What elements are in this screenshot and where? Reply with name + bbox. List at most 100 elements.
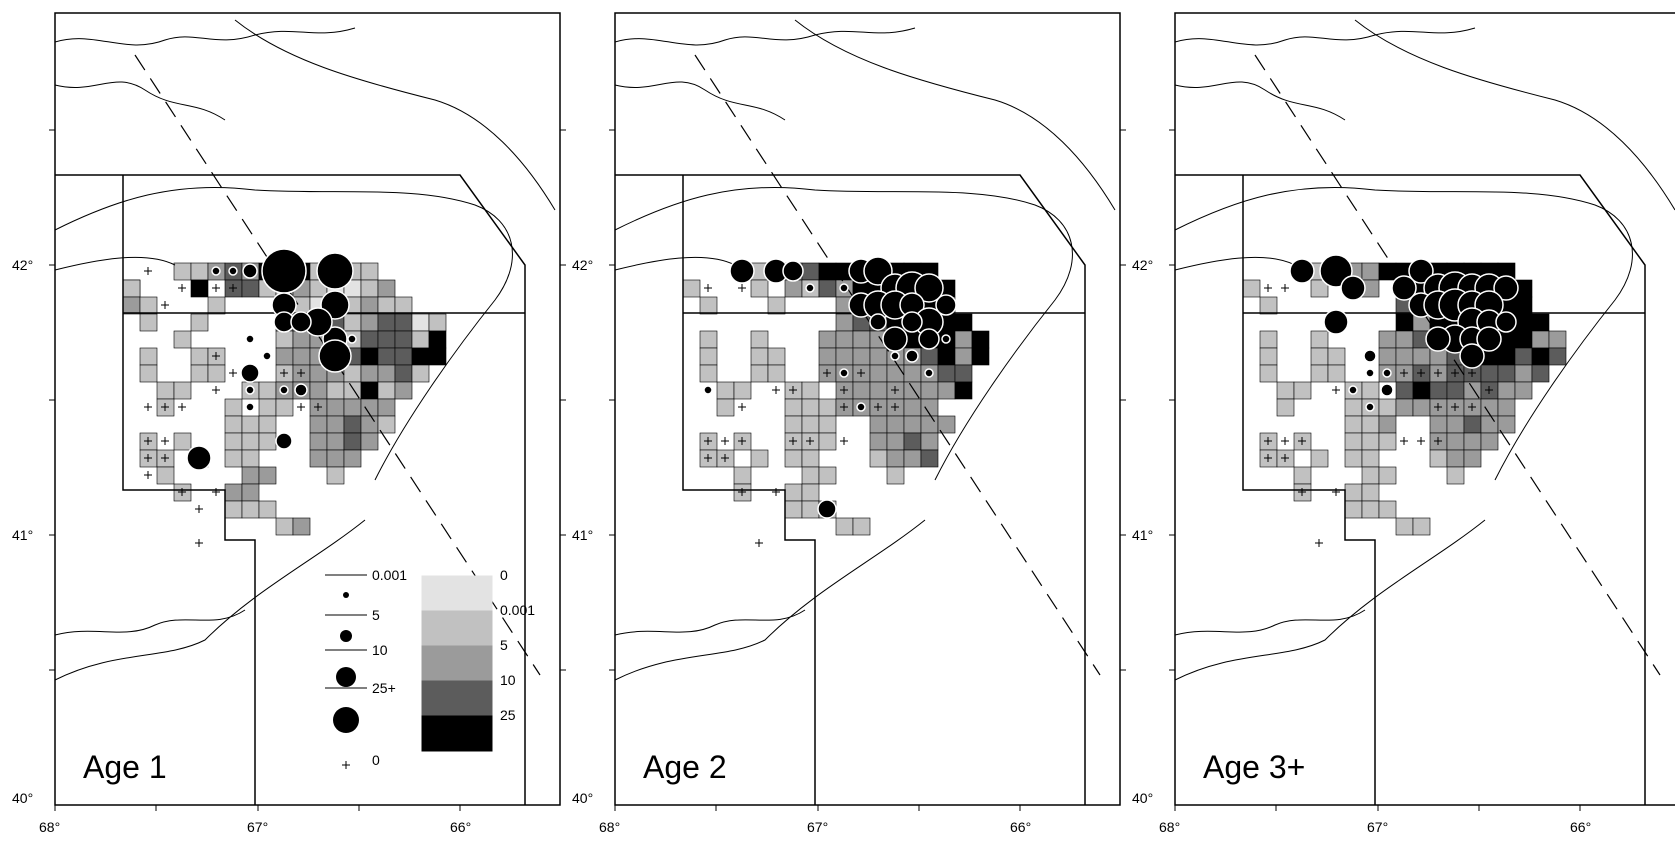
grid-cell (801, 398, 820, 417)
grid-cell (377, 279, 396, 298)
grid-cell (784, 279, 803, 298)
catch-circles (186, 248, 357, 471)
map-panel-age-3-plus: 68° 67° 66° 42° 41° 40° Age 3+ (1132, 12, 1675, 835)
plus-marker (772, 488, 780, 496)
grid-cell (937, 347, 956, 366)
grid-cell (869, 449, 888, 468)
coastline-contours (614, 19, 1116, 681)
catch-circle (245, 402, 255, 412)
coastline (614, 27, 916, 46)
plus-marker (721, 437, 729, 445)
grid-cell (360, 364, 379, 383)
plus-marker (212, 488, 220, 496)
grid-cell (869, 432, 888, 451)
grid-cell (1276, 381, 1295, 400)
grid-cell (1378, 347, 1397, 366)
plus-marker (1451, 403, 1459, 411)
catch-circle (318, 339, 352, 373)
plus-marker (1434, 403, 1442, 411)
grid-cell (360, 279, 379, 298)
shelf-contour (54, 609, 246, 636)
grid-cell (122, 296, 141, 315)
catch-circle (901, 311, 923, 333)
grid-cell (224, 432, 243, 451)
shelf-contour (1174, 519, 1486, 681)
catch-circle (294, 383, 308, 397)
panel-label: Age 3+ (1203, 749, 1305, 785)
grid-cell (1514, 313, 1533, 332)
plus-marker (1281, 284, 1289, 292)
catch-circle (890, 351, 900, 361)
grid-cell (1344, 500, 1363, 519)
lon-label: 67° (1367, 819, 1388, 835)
grid-cell (394, 313, 413, 332)
grid-cell (190, 347, 209, 366)
catch-circle (918, 328, 940, 350)
catch-circle (1425, 326, 1451, 352)
lon-label: 66° (1010, 819, 1031, 835)
grid-cell (224, 449, 243, 468)
catch-circle (228, 266, 238, 276)
survey-cells (122, 262, 447, 536)
plus-marker (195, 505, 203, 513)
grid-cell (1514, 330, 1533, 349)
lat-label: 40° (1132, 790, 1153, 806)
grid-cell (1497, 364, 1516, 383)
grid-cell (716, 381, 735, 400)
grid-cell (1361, 262, 1380, 281)
catch-circle (856, 402, 866, 412)
grid-cell (937, 415, 956, 434)
grid-cell (801, 381, 820, 400)
legend-symbol-label: 10 (372, 642, 388, 658)
grid-cell (1412, 517, 1431, 536)
grid-cell (275, 330, 294, 349)
grid-cell (801, 415, 820, 434)
catch-circle (1408, 258, 1434, 284)
grid-cell (377, 313, 396, 332)
plus-marker (280, 369, 288, 377)
plus-marker (823, 369, 831, 377)
plus-marker (1298, 488, 1306, 496)
zero-catch-markers (1264, 284, 1493, 547)
grid-cell (716, 398, 735, 417)
plus-marker (144, 403, 152, 411)
grid-cell (869, 364, 888, 383)
grid-cell (835, 330, 854, 349)
grid-cell (1378, 262, 1397, 281)
legend-shade-label: 5 (500, 637, 508, 653)
plus-marker (229, 284, 237, 292)
plus-marker (840, 437, 848, 445)
plus-marker (297, 403, 305, 411)
legend-shade-box (421, 680, 493, 717)
grid-cell (835, 347, 854, 366)
legend-shade-label: 0.001 (500, 602, 535, 618)
boundary-line (1254, 54, 1661, 676)
grid-cell (360, 313, 379, 332)
grid-cell (224, 415, 243, 434)
plus-marker (212, 386, 220, 394)
grid-cell (1497, 347, 1516, 366)
catch-circle (839, 283, 849, 293)
catch-circle (1493, 275, 1519, 301)
grid-cell (1276, 398, 1295, 417)
grid-cell (394, 381, 413, 400)
map-panel-age-2: 68° 67° 66° 42° 41° 40° Age 2 (572, 12, 1126, 835)
grid-cell (1395, 347, 1414, 366)
catch-circle (316, 252, 354, 290)
grid-cell (750, 449, 769, 468)
grid-cell (801, 262, 820, 281)
plus-marker (195, 284, 203, 292)
plus-marker (297, 369, 305, 377)
plus-marker (772, 386, 780, 394)
legend-symbol-label: 0 (372, 752, 380, 768)
grid-cell (173, 262, 192, 281)
grid-cell (903, 364, 922, 383)
grid-cell (309, 432, 328, 451)
grid-cell (1497, 381, 1516, 400)
grid-cell (394, 347, 413, 366)
legend-circle (333, 707, 359, 733)
catch-circle (1380, 383, 1394, 397)
grid-cell (1446, 432, 1465, 451)
axis-ticks (1169, 129, 1581, 811)
plus-marker (738, 488, 746, 496)
